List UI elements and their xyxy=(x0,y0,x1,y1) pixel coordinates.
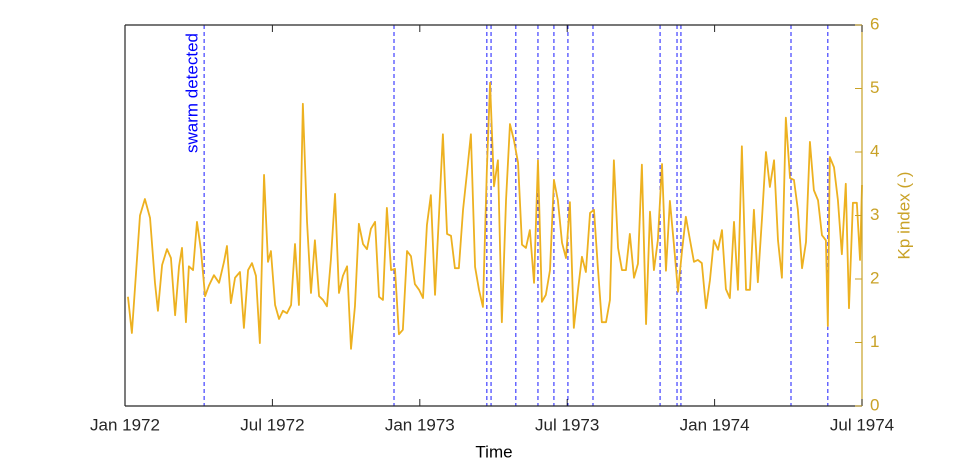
y-tick-label: 6 xyxy=(870,14,879,33)
y-tick-label: 0 xyxy=(870,395,879,414)
y-tick-label: 2 xyxy=(870,268,879,287)
y-tick-label: 3 xyxy=(870,205,879,224)
x-tick-label: Jul 1972 xyxy=(240,415,304,434)
x-tick-label: Jul 1974 xyxy=(830,415,894,434)
y-axis-label: Kp index (-) xyxy=(894,172,913,260)
annotation: swarm detected xyxy=(183,33,202,153)
x-tick-label: Jan 1972 xyxy=(90,415,160,434)
y-tick-label: 5 xyxy=(870,78,879,97)
y-tick-label: 1 xyxy=(870,332,879,351)
y-tick-label: 4 xyxy=(870,141,879,160)
x-tick-label: Jul 1973 xyxy=(535,415,599,434)
x-tick-label: Jan 1973 xyxy=(385,415,455,434)
data-line xyxy=(127,81,863,350)
x-axis-label: Time xyxy=(475,442,512,461)
x-tick-label: Jan 1974 xyxy=(680,415,750,434)
